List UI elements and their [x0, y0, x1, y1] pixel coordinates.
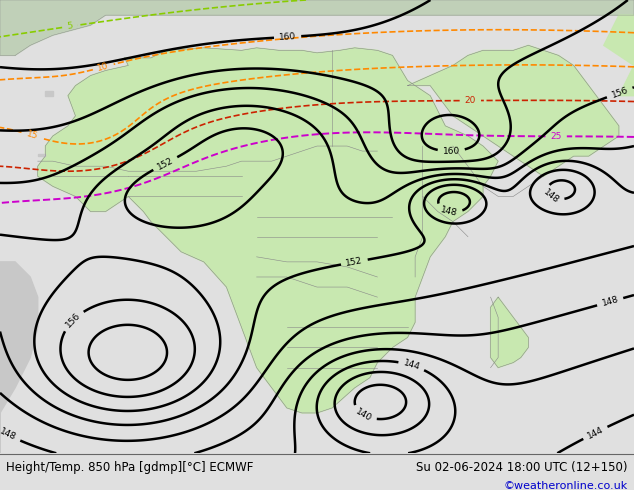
Text: 5: 5	[67, 22, 74, 31]
Text: 144: 144	[586, 425, 605, 441]
Polygon shape	[0, 0, 634, 55]
Text: 144: 144	[402, 359, 421, 372]
Text: 15: 15	[25, 129, 39, 141]
Text: 148: 148	[542, 188, 561, 205]
Text: 148: 148	[600, 295, 619, 308]
Polygon shape	[38, 48, 498, 413]
Text: Height/Temp. 850 hPa [gdmp][°C] ECMWF: Height/Temp. 850 hPa [gdmp][°C] ECMWF	[6, 461, 254, 474]
Text: 148: 148	[439, 205, 458, 218]
Text: ©weatheronline.co.uk: ©weatheronline.co.uk	[503, 481, 628, 490]
Polygon shape	[604, 15, 634, 96]
Text: Su 02-06-2024 18:00 UTC (12+150): Su 02-06-2024 18:00 UTC (12+150)	[416, 461, 628, 474]
Text: 148: 148	[0, 427, 18, 442]
Text: 152: 152	[345, 256, 363, 268]
Polygon shape	[45, 91, 53, 96]
Text: 156: 156	[610, 85, 630, 100]
Text: 25: 25	[550, 132, 562, 141]
Text: 152: 152	[155, 155, 175, 172]
Text: 160: 160	[443, 147, 460, 156]
Polygon shape	[491, 297, 528, 368]
Polygon shape	[38, 153, 45, 156]
Text: 20: 20	[465, 96, 476, 105]
Text: 10: 10	[96, 61, 110, 73]
Text: 160: 160	[279, 32, 297, 42]
Polygon shape	[0, 262, 38, 453]
Polygon shape	[408, 46, 619, 176]
Text: 140: 140	[354, 407, 373, 423]
Text: 156: 156	[64, 311, 82, 330]
